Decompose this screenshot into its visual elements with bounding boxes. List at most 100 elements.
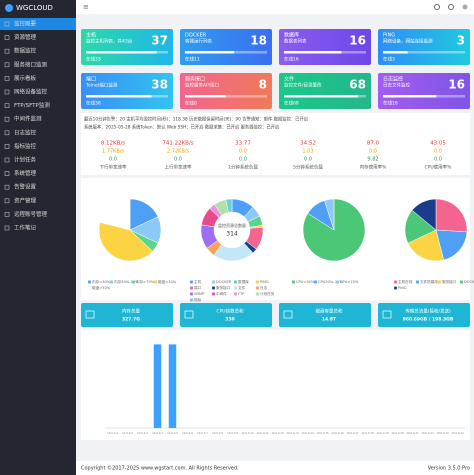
progress-bar (185, 51, 235, 54)
total-card (180, 303, 272, 327)
stat-sub: 0.0 (239, 157, 247, 163)
stat-sub: 0.0 (174, 157, 182, 163)
legend-swatch (153, 280, 158, 284)
legend-label: 文件 (238, 285, 246, 290)
total-label: CPU核数总和 (216, 308, 244, 315)
legend-swatch (233, 286, 238, 290)
menu-item[interactable]: 网络设备监控 (14, 88, 48, 96)
card-footer: 在线33 (86, 56, 101, 63)
menu-item[interactable]: 数据监控 (14, 47, 37, 55)
pie-slice (407, 229, 445, 262)
menu-item[interactable]: FTP/SFTP监测 (14, 101, 50, 109)
legend-label: 数据库 (238, 279, 249, 284)
card-footer: 在线38 (86, 100, 101, 107)
stat-label: CPU使用率% (425, 164, 453, 171)
x-tick-label: 10.0.0.20 (391, 431, 404, 435)
legend-swatch (255, 286, 260, 290)
legend-label: SNMP (194, 292, 205, 296)
stat-main: 43.05 (430, 141, 446, 147)
stat-card[interactable] (180, 29, 272, 65)
info-line: 系统版本：2025-05-28 系统Token：默认 Web SSH：已开启 数… (84, 124, 279, 131)
card-value: 8 (259, 78, 267, 92)
menu-item[interactable]: 告警设置 (14, 183, 37, 191)
menu-item[interactable]: 计划任务 (14, 156, 37, 164)
legend-label: 日志 (260, 285, 268, 290)
stat-card[interactable] (378, 73, 470, 109)
pie-slice (99, 198, 131, 231)
x-tick-label: 10.0.0.6 (182, 431, 193, 435)
stat-card[interactable] (81, 73, 173, 109)
card-footer: 在线8 (185, 100, 197, 107)
legend-swatch (109, 280, 114, 284)
menu-item[interactable]: 中间件监测 (14, 115, 42, 123)
legend-swatch (233, 292, 238, 296)
legend-label: DOCKER (464, 280, 474, 284)
x-tick-label: 10.0.0.2 (122, 431, 133, 435)
stat-card[interactable] (279, 29, 371, 65)
legend-label: PING (260, 280, 269, 284)
x-tick-label: 10.0.0.13 (286, 431, 299, 435)
legend-swatch (255, 280, 260, 284)
menu-icon (4, 225, 10, 231)
progress-bar (284, 95, 358, 98)
stat-main: 33.77 (235, 141, 251, 147)
legend-label: CPU<30% (296, 280, 315, 284)
progress-bar (383, 51, 408, 54)
menu-item[interactable]: 展示看板 (14, 74, 37, 82)
legend-label: 文件防篡改 (420, 279, 438, 284)
card-footer: 在线3 (383, 56, 395, 63)
menu-item[interactable]: 工作笔记 (14, 224, 37, 232)
card-value: 3 (457, 34, 465, 48)
progress-bar (383, 95, 437, 98)
stat-card[interactable] (378, 29, 470, 65)
pie-slice (435, 198, 468, 233)
menu-item[interactable]: 指标监控 (14, 142, 37, 150)
avatar[interactable] (462, 4, 468, 10)
legend-label: CPU30%-70% (318, 280, 343, 284)
pie-slice (324, 198, 335, 231)
menu-icon (4, 212, 10, 217)
info-line: 最近10分钟告警：20 主机平均监控时间(秒)：118.38 历史数据保留时间(… (84, 116, 308, 123)
legend-swatch (459, 280, 464, 284)
icon[interactable] (434, 4, 440, 10)
brand: WGCLOUD (16, 4, 53, 12)
icon[interactable] (448, 4, 454, 10)
legend-swatch (211, 292, 216, 296)
bar (168, 344, 177, 428)
legend-swatch (87, 286, 92, 290)
pie-slice (435, 229, 468, 261)
card-value: 38 (151, 78, 168, 92)
card-subtitle: 数据表列表 (284, 38, 307, 45)
x-tick-label: 10.0.0.8 (212, 431, 223, 435)
menu-item[interactable]: 日志监控 (14, 128, 37, 136)
legend-label: FTP (238, 292, 245, 296)
menu-item[interactable]: 资源管理 (14, 33, 37, 41)
card-title: 服务接口 (185, 76, 205, 83)
card-title: 文件 (284, 76, 294, 83)
menu-item[interactable]: 监控概要 (14, 20, 37, 28)
menu-item[interactable]: 系统管理 (14, 169, 37, 177)
legend-label: 主机在线 (398, 279, 413, 284)
total-label: 传输总流量(接收/发送) (405, 308, 451, 315)
stat-sub: 0.0 (434, 157, 442, 163)
card-subtitle: 容器运行列表 (185, 38, 212, 45)
legend-label: 磁盘<30% (158, 279, 177, 284)
legend-swatch (415, 280, 420, 284)
legend-swatch (211, 280, 216, 284)
logo-icon (5, 4, 13, 12)
card-value: 68 (349, 78, 366, 92)
card-footer: 在线11 (185, 56, 200, 63)
stat-card[interactable] (279, 73, 371, 109)
stat-card[interactable] (81, 29, 173, 65)
menu-item[interactable]: 远程账号管理 (14, 210, 48, 218)
menu-item[interactable]: 资产管理 (14, 196, 37, 204)
x-tick-label: 10.0.0.12 (271, 431, 284, 435)
stat-card[interactable] (180, 73, 272, 109)
legend-label: DOCKER (216, 280, 232, 284)
card-title: 日志监控 (383, 76, 403, 83)
menu-item[interactable]: 服务接口监测 (14, 60, 48, 68)
donut-value: 314 (226, 231, 238, 238)
x-tick-label: 10.0.0.24 (451, 431, 464, 435)
menu-icon (4, 116, 10, 122)
menu-toggle[interactable]: ≡ (83, 3, 89, 11)
